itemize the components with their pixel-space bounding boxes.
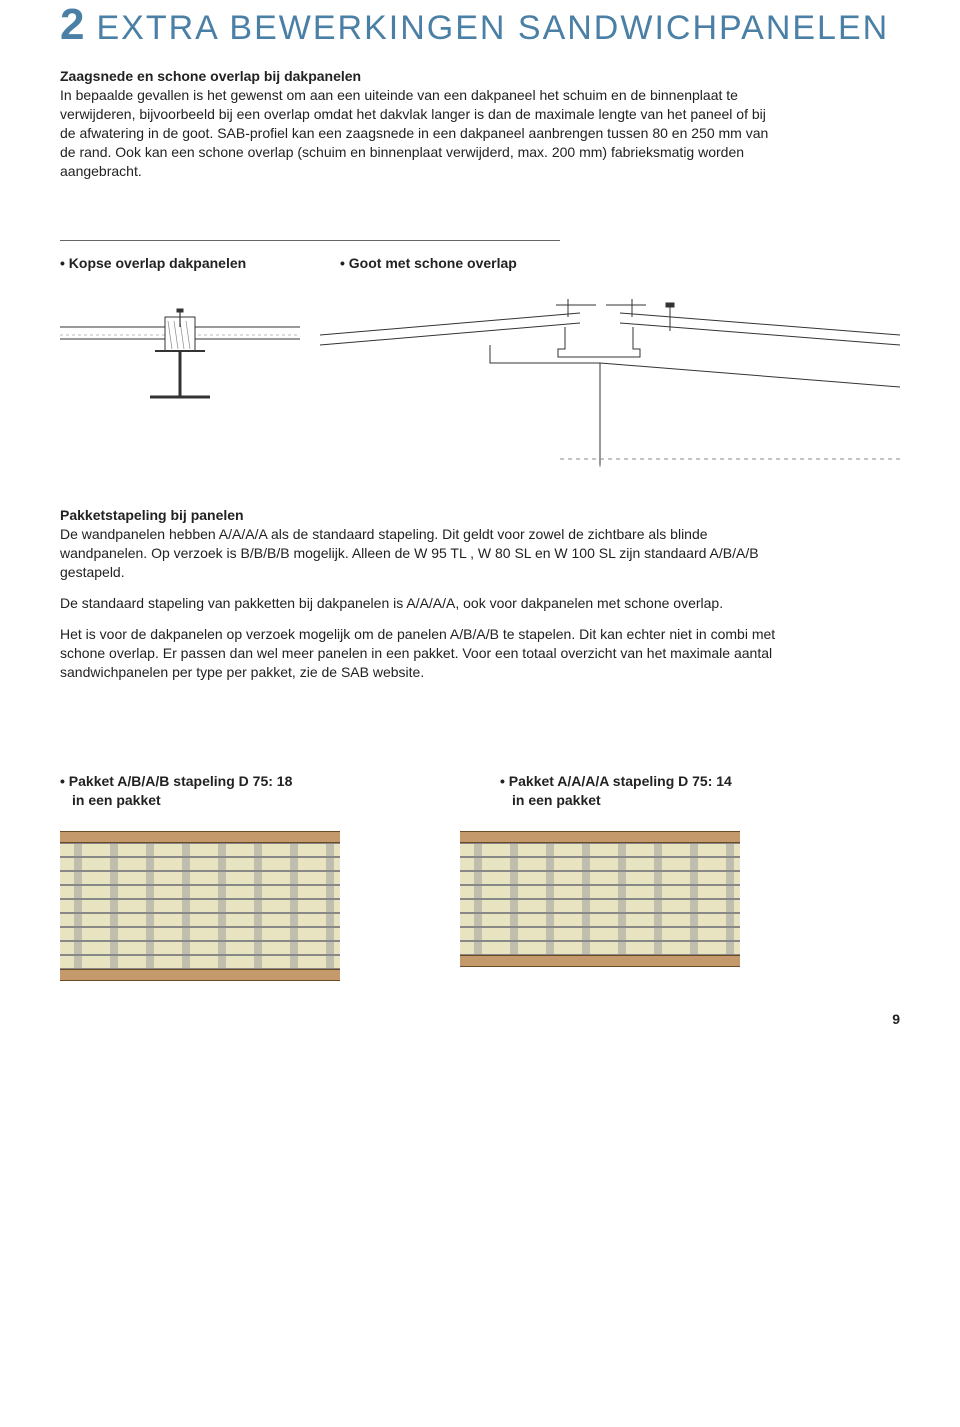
caption-pakket-right: • Pakket A/A/A/A stapeling D 75: 14 in e…	[500, 772, 820, 811]
diagram-cross-section	[60, 287, 900, 467]
pakket-left-line1: Pakket A/B/A/B stapeling D 75: 18	[69, 773, 293, 789]
pakket-left-line2: in een pakket	[60, 791, 380, 811]
pakket-right-line1: Pakket A/A/A/A stapeling D 75: 14	[509, 773, 732, 789]
caption-goot-overlap: Goot met schone overlap	[340, 255, 580, 271]
caption-kopse-overlap: Kopse overlap dakpanelen	[60, 255, 300, 271]
section-number: 2	[60, 0, 84, 50]
pakket-right-line2: in een pakket	[500, 791, 820, 811]
intro-body: In bepaalde gevallen is het gewenst om a…	[60, 86, 780, 180]
stapeling-heading: Pakketstapeling bij panelen	[60, 507, 900, 523]
page-number: 9	[60, 1011, 900, 1027]
stapeling-body1: De wandpanelen hebben A/A/A/A als de sta…	[60, 525, 780, 582]
caption-pakket-left: • Pakket A/B/A/B stapeling D 75: 18 in e…	[60, 772, 380, 811]
section-title: EXTRA BEWERKINGEN SANDWICHPANELEN	[96, 9, 889, 48]
intro-heading: Zaagsnede en schone overlap bij dakpanel…	[60, 68, 900, 84]
stapeling-body3: Het is voor de dakpanelen op verzoek mog…	[60, 625, 780, 682]
stapeling-body2: De standaard stapeling van pakketten bij…	[60, 594, 780, 613]
divider	[60, 240, 560, 241]
pakket-aaaa	[460, 831, 740, 981]
pakket-abab	[60, 831, 340, 981]
